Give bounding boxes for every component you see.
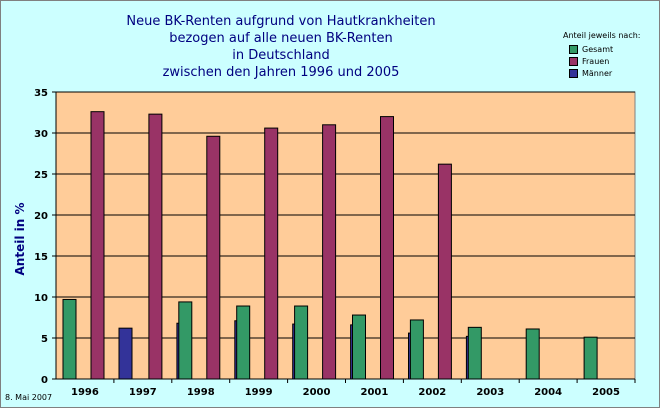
bar-frauen-1996 — [90, 111, 105, 380]
y-tick-label: 10 — [34, 293, 48, 304]
bar-gesamt-1996 — [62, 298, 77, 380]
bar-frauen-1998 — [206, 135, 221, 380]
bar-frauen-2000 — [322, 124, 337, 380]
legend-item-maenner: Männer — [563, 67, 659, 79]
legend-swatch-frauen — [569, 56, 578, 66]
date-label: 8. Mai 2007 — [5, 393, 53, 402]
x-tick-label: 1999 — [245, 387, 273, 398]
y-tick-label: 35 — [34, 88, 48, 99]
chart-title-line-3: in Deutschland — [232, 48, 330, 63]
y-tick-label: 25 — [34, 170, 48, 181]
bar-gesamt-2000 — [294, 305, 309, 380]
y-tick-label: 30 — [34, 129, 48, 140]
chart-title-line-1: Neue BK-Renten aufgrund von Hautkrankhei… — [126, 14, 436, 29]
legend-swatch-gesamt — [569, 44, 578, 54]
chart-title-line-2: bezogen auf alle neuen BK-Renten — [169, 31, 393, 46]
bar-frauen-2002 — [437, 163, 452, 380]
legend-item-frauen: Frauen — [563, 55, 659, 67]
x-tick-label: 2002 — [418, 387, 446, 398]
y-tick-label: 20 — [34, 211, 48, 222]
bar-frauen-1999 — [264, 127, 279, 380]
x-tick-label: 2000 — [303, 387, 331, 398]
x-tick-label: 2003 — [476, 387, 504, 398]
x-tick-label: 1998 — [187, 387, 215, 398]
bar-maenner-1996 — [118, 327, 133, 380]
bar-gesamt-2004 — [525, 328, 540, 380]
bar-gesamt-2003 — [467, 326, 482, 380]
bar-gesamt-1999 — [236, 305, 251, 380]
chart-legend: Anteil jeweils nach: Gesamt Frauen Männe… — [563, 31, 659, 79]
legend-label-maenner: Männer — [582, 68, 613, 78]
chart-title-line-4: zwischen den Jahren 1996 und 2005 — [162, 65, 400, 80]
plot-area — [55, 91, 636, 380]
legend-swatch-maenner — [569, 68, 578, 78]
bar-gesamt-2001 — [352, 314, 366, 380]
legend-heading: Anteil jeweils nach: — [563, 31, 641, 40]
y-tick-label: 15 — [34, 252, 48, 263]
bar-frauen-2001 — [380, 116, 394, 380]
x-tick-label: 2005 — [592, 387, 620, 398]
legend-item-gesamt: Gesamt — [563, 43, 659, 55]
y-axis-label: Anteil in % — [13, 203, 27, 276]
y-tick-label: 5 — [41, 334, 48, 345]
y-tick-label: 0 — [41, 375, 48, 386]
bar-gesamt-1998 — [178, 301, 193, 380]
x-tick-label: 2004 — [534, 387, 562, 398]
x-tick-label: 1996 — [71, 387, 99, 398]
x-tick-label: 1997 — [129, 387, 157, 398]
bar-gesamt-2002 — [409, 319, 424, 380]
legend-label-gesamt: Gesamt — [582, 44, 614, 54]
bar-frauen-1997 — [148, 113, 163, 380]
x-tick-label: 2001 — [361, 387, 389, 398]
legend-label-frauen: Frauen — [582, 56, 610, 66]
bar-gesamt-2005 — [583, 336, 598, 380]
